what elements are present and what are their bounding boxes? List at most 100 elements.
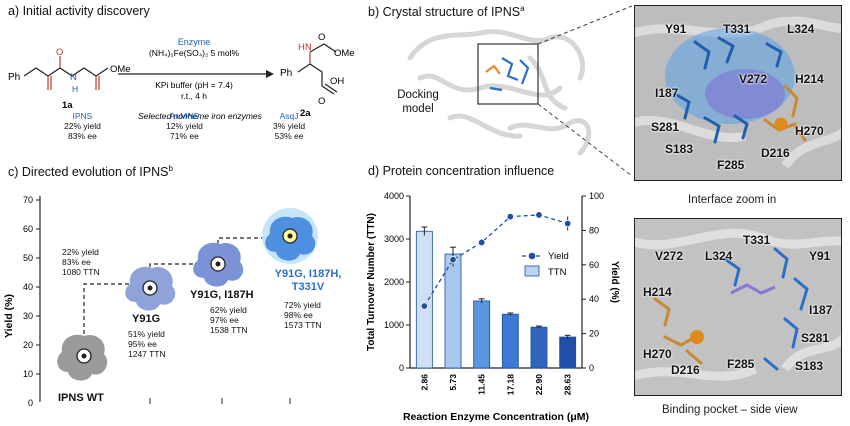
enzyme-yield: 22% yield	[64, 121, 101, 131]
residue-label: Y91	[809, 249, 831, 263]
ytick-40: 40	[23, 282, 33, 292]
substrate-label: 1a	[62, 100, 73, 111]
chart-y2tick-label: 100	[589, 191, 604, 201]
binding-pocket-render	[635, 219, 841, 395]
chart-xtick-label: 11.45	[477, 374, 487, 395]
residue-label: I187	[809, 303, 833, 317]
ligand-sticks	[485, 57, 530, 92]
chart-xlabel: Reaction Enzyme Concentration (μM)	[403, 411, 589, 423]
enzyme-yield: 12% yield	[166, 121, 203, 131]
stat-yield: 51% yield	[128, 329, 165, 339]
stat-ttn: 1080 TTN	[62, 267, 100, 277]
ytick-60: 60	[23, 224, 33, 234]
concentration-chart: Total Turnover Number (TTN) Yield (%) Re…	[366, 191, 620, 423]
enzyme-ee: 53% ee	[274, 131, 304, 141]
interface-zoom-image: Y91 T331 L324 V272 H214 I187 S281 H270 S…	[634, 5, 842, 181]
yield-point	[420, 302, 429, 310]
evolution-yticks: 70 60 50 40 30 20 10 0	[23, 195, 40, 408]
chart-xtick-label: 5.73	[448, 374, 458, 391]
ttn-bar	[501, 313, 519, 369]
enzyme-ee: 71% ee	[170, 131, 199, 141]
stat-ee: 95% ee	[128, 339, 157, 349]
legend-yield-label: Yield	[548, 251, 569, 262]
product-o2: O	[318, 96, 325, 107]
chart-ytick-label: 1000	[384, 320, 404, 330]
evolution-ylabel: Yield (%)	[3, 294, 15, 338]
enzyme-name: IPNS	[72, 111, 93, 121]
residue-label: H270	[643, 347, 672, 361]
residue-label: S281	[801, 331, 830, 345]
panel-b-title: b) Crystal structure of IPNSa	[368, 4, 525, 19]
chart-ylabel: Total Turnover Number (TTN)	[366, 213, 377, 351]
cond-enzyme: Enzyme	[178, 37, 211, 47]
yield-line	[423, 214, 568, 307]
residue-label: S281	[651, 120, 680, 134]
enzyme-blob-triple	[262, 208, 318, 264]
substrate-n: N	[70, 72, 77, 83]
zoom-box	[477, 43, 539, 105]
enzyme-blob-y91g	[125, 266, 176, 311]
yield-point	[535, 211, 543, 219]
substrate-ph: Ph	[8, 72, 20, 83]
residue-label: H214	[795, 72, 824, 86]
chart-xtick-label: 28.63	[563, 374, 573, 396]
residue-label: D216	[761, 146, 790, 160]
stat-ttn: 1538 TTN	[210, 325, 248, 335]
ttn-bar	[559, 336, 577, 369]
residue-label: T331	[743, 233, 771, 247]
product-oh: OH	[330, 76, 344, 87]
residue-label: L324	[787, 22, 815, 36]
residue-label: H214	[643, 285, 672, 299]
variant-double-name: Y91G, I187H	[190, 289, 254, 301]
enzyme-ee: 83% ee	[68, 131, 97, 141]
substrate-structure	[23, 56, 109, 90]
chart-xtick-label: 22.90	[534, 374, 544, 396]
panel-c-title-sup: b	[168, 164, 173, 173]
yield-point	[477, 238, 486, 247]
stat-yield: 22% yield	[62, 247, 99, 257]
panel-c-title-text: c) Directed evolution of IPNS	[8, 165, 169, 180]
enzyme-blob-double	[193, 242, 244, 287]
enzyme-name: AsqJ	[279, 111, 299, 121]
residue-label: S183	[665, 142, 694, 156]
product-o: O	[318, 32, 325, 43]
residue-label: F285	[727, 357, 755, 371]
zoom-connector	[537, 5, 633, 177]
enzyme-yield: 3% yield	[273, 121, 306, 131]
chart-y2tick-label: 0	[589, 363, 594, 373]
reaction-scheme: Ph O N H OMe 1a Enzyme (NH₄)₂Fe(SO₄)₂ 5 …	[8, 32, 355, 121]
substrate-o: O	[56, 47, 63, 58]
evolution-xticks	[40, 398, 360, 404]
chart-ytick-label: 0	[399, 363, 404, 373]
chart-ytick-label: 4000	[384, 191, 404, 201]
stat-ee: 83% ee	[62, 257, 91, 267]
residue-label: S183	[795, 359, 824, 373]
ttn-bar	[473, 300, 491, 369]
variant-y91g-stats: 51% yield 95% ee 1247 TTN	[128, 329, 166, 359]
yield-point	[449, 255, 457, 264]
residue-label: Y91	[665, 22, 687, 36]
legend-yield-marker	[528, 252, 536, 260]
stat-ttn: 1247 TTN	[128, 349, 166, 359]
chart-xtick-label: 2.86	[419, 374, 429, 391]
product-label: 2a	[300, 108, 311, 119]
variant-y91g-name: Y91G	[132, 313, 161, 325]
chart-y2tick-label: 40	[589, 294, 599, 304]
chart-ytick-label: 2000	[384, 277, 404, 287]
binding-pocket-image: T331 V272 L324 Y91 H214 I187 S281 H270 D…	[634, 218, 842, 396]
residue-label: T331	[723, 22, 751, 36]
chart-y2tick-label: 20	[589, 329, 599, 339]
legend-ttn-swatch	[524, 265, 540, 277]
ytick-10: 10	[23, 369, 33, 379]
chart-y2label: Yield (%)	[609, 261, 620, 303]
yield-point	[506, 212, 515, 221]
chart-y2tick-label: 60	[589, 260, 599, 270]
cond-note: Selected nonheme iron enzymes	[138, 111, 263, 121]
panel-d-title: d) Protein concentration influence	[368, 164, 555, 178]
cond-iron: (NH₄)₂Fe(SO₄)₂ 5 mol%	[149, 48, 239, 58]
enzyme-name: AoMHS	[169, 111, 200, 121]
enzyme-result-ipns: IPNS 22% yield 83% ee	[64, 111, 101, 141]
interface-zoom-render	[635, 6, 841, 180]
cond-time: r.t., 4 h	[181, 91, 207, 101]
ttn-bar	[415, 230, 433, 369]
